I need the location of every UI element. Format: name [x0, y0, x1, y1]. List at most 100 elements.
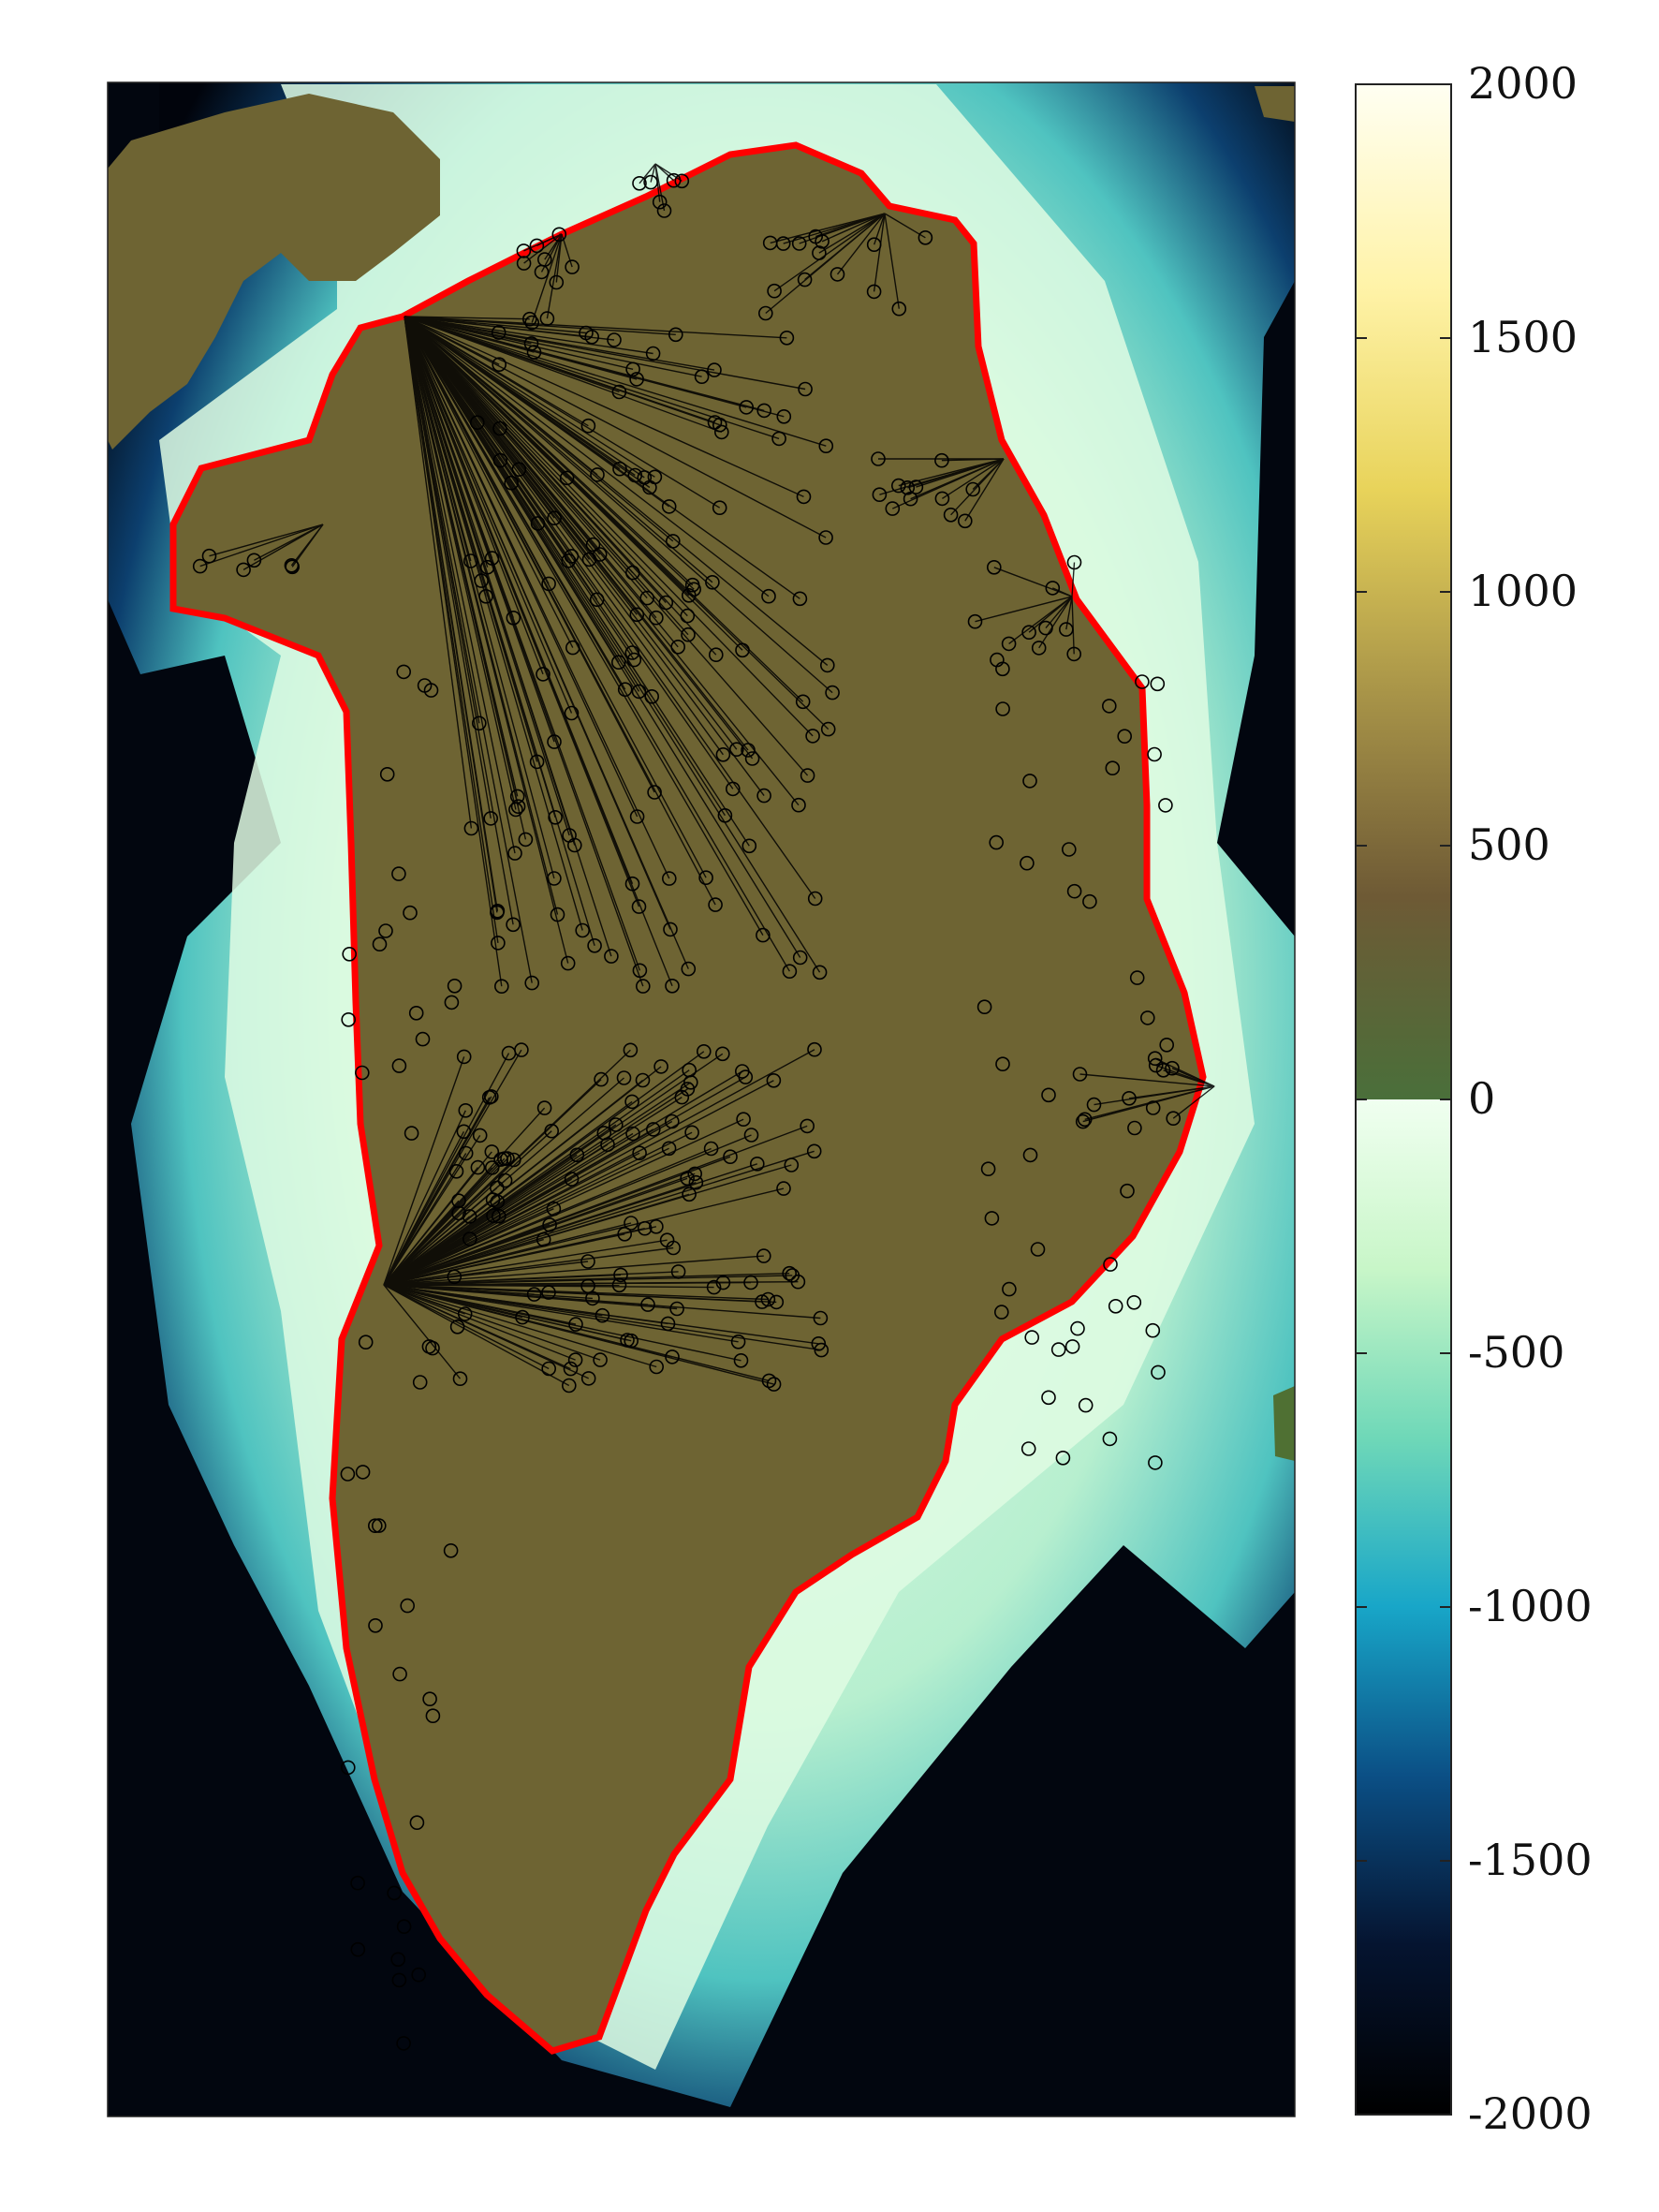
flowline — [404, 316, 595, 546]
outlet-marker — [192, 558, 208, 574]
outlet-marker — [866, 284, 882, 300]
colorbar-label-neg1000: -1000 — [1468, 1581, 1593, 1631]
flowline — [383, 1284, 657, 1368]
outlet-marker — [350, 1875, 365, 1891]
outlet-marker — [715, 1275, 731, 1290]
outlet-marker — [378, 923, 393, 938]
outlet-marker — [549, 274, 565, 290]
outlet-marker — [284, 557, 300, 573]
outlet-marker — [509, 789, 525, 804]
outlet-marker — [607, 332, 622, 347]
outlet-marker — [581, 552, 597, 568]
outlet-marker — [741, 838, 757, 854]
flowline — [383, 1284, 770, 1382]
outlet-marker — [491, 936, 506, 951]
outlet-marker — [350, 1941, 366, 1957]
outlet-marker — [989, 834, 1004, 850]
outlet-marker — [580, 418, 596, 434]
outlet-marker — [560, 955, 576, 971]
outlet-marker — [756, 788, 771, 804]
outlet-marker — [624, 1333, 639, 1349]
outlet-marker — [705, 574, 720, 590]
outlet-marker — [447, 1269, 462, 1285]
outlet-marker — [1075, 1113, 1091, 1129]
outlet-marker — [421, 1339, 437, 1354]
outlet-marker — [643, 174, 658, 190]
outlet-marker — [462, 553, 478, 568]
outlet-marker — [635, 979, 651, 994]
outlet-marker — [396, 2036, 411, 2051]
flowline — [404, 316, 821, 973]
flowline — [404, 316, 670, 508]
flowline — [1038, 596, 1073, 649]
outlet-marker — [390, 1952, 406, 1968]
flowline — [942, 458, 1005, 499]
outlet-marker — [236, 562, 251, 578]
flowline — [818, 213, 886, 254]
outlet-marker — [372, 936, 388, 952]
flowline — [404, 316, 780, 440]
flowline — [404, 316, 498, 913]
flowline — [884, 213, 900, 309]
outlet-marker — [368, 1618, 383, 1633]
outlet-marker — [541, 576, 556, 592]
outlet-marker — [470, 1159, 486, 1175]
outlet-marker — [1078, 1397, 1094, 1413]
outlet-marker — [663, 922, 678, 937]
flowline — [404, 316, 750, 847]
outlet-marker — [885, 501, 901, 516]
flowline — [383, 1187, 785, 1286]
flowline — [383, 1147, 712, 1286]
outlet-marker — [585, 537, 601, 553]
outlet-marker — [958, 513, 973, 529]
outlet-marker — [561, 1378, 577, 1394]
flowline — [404, 316, 598, 476]
outlet-marker — [580, 1278, 595, 1294]
flowline — [404, 316, 500, 365]
flowline — [404, 316, 569, 964]
outlet-marker — [580, 1254, 595, 1269]
outlet-marker — [712, 500, 727, 516]
outlet-marker — [784, 1158, 800, 1172]
outlet-marker — [790, 1274, 806, 1290]
outlet-marker — [684, 577, 700, 593]
outlet-marker — [471, 715, 487, 731]
flowline — [383, 1284, 739, 1343]
outlet-marker — [1120, 1183, 1135, 1199]
outlet-marker — [546, 1201, 562, 1217]
outlet-marker — [756, 927, 771, 943]
outlet-marker — [511, 462, 527, 478]
outlet-marker — [825, 685, 840, 700]
outlet-marker — [526, 345, 542, 360]
outlet-marker — [580, 1371, 596, 1386]
outlet-marker — [714, 1046, 730, 1062]
outlet-marker — [782, 1265, 798, 1281]
outlet-marker — [484, 1144, 500, 1159]
flowline — [654, 163, 675, 182]
outlet-marker — [425, 1708, 441, 1723]
outlet-marker — [584, 329, 600, 345]
outlet-marker — [749, 1157, 765, 1172]
outlet-marker — [1002, 1281, 1017, 1297]
outlet-marker — [624, 876, 640, 892]
outlet-marker — [358, 1335, 374, 1349]
outlet-marker — [1045, 581, 1061, 596]
outlet-marker — [1105, 760, 1121, 776]
outlet-marker — [908, 479, 924, 494]
flowline — [1052, 587, 1073, 597]
flowline — [383, 1154, 578, 1286]
colorbar-label-0: 0 — [1468, 1073, 1496, 1124]
outlet-marker — [782, 964, 798, 979]
colorbar-label-1000: 1000 — [1468, 566, 1578, 616]
outlet-marker — [670, 639, 686, 655]
outlet-marker — [462, 1231, 477, 1246]
outlet-marker — [507, 846, 522, 861]
flowline — [404, 316, 804, 498]
flowline — [404, 316, 655, 478]
outlet-marker — [510, 799, 526, 815]
outlet-marker — [569, 1147, 585, 1163]
outlet-marker — [639, 590, 655, 606]
outlet-marker — [820, 721, 836, 737]
outlet-marker — [246, 553, 262, 568]
outlet-marker — [736, 1112, 751, 1127]
